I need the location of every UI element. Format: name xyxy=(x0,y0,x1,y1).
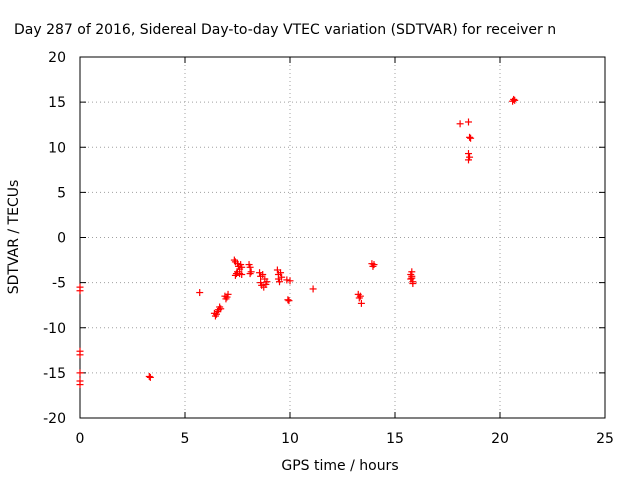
data-point xyxy=(465,118,472,126)
chart-title: Day 287 of 2016, Sidereal Day-to-day VTE… xyxy=(14,22,556,38)
x-axis-title: GPS time / hours xyxy=(281,458,398,474)
data-point xyxy=(286,277,294,285)
x-tick-labels: 0 5 10 15 20 25 xyxy=(76,431,614,447)
plot-frame xyxy=(79,56,606,419)
data-point xyxy=(263,278,271,286)
data-point xyxy=(256,269,264,277)
data-point xyxy=(76,351,84,359)
data-point xyxy=(217,305,225,313)
data-point xyxy=(276,278,283,286)
data-point xyxy=(285,297,293,305)
axis-ticks xyxy=(79,56,606,419)
data-point xyxy=(76,381,84,389)
data-point xyxy=(283,276,291,284)
x-tick-label: 20 xyxy=(491,431,509,447)
x-tick-label: 5 xyxy=(181,431,190,447)
x-tick-label: 10 xyxy=(281,431,299,447)
y-tick-label: -20 xyxy=(43,411,66,427)
data-points xyxy=(76,95,519,389)
y-tick-label: 15 xyxy=(48,95,66,111)
data-point xyxy=(278,273,286,281)
y-tick-label: 20 xyxy=(48,50,66,66)
y-tick-label: -5 xyxy=(52,276,66,292)
y-tick-label: 5 xyxy=(57,185,66,201)
data-point xyxy=(230,256,238,264)
data-point xyxy=(466,133,474,141)
data-point xyxy=(246,263,254,271)
data-point xyxy=(224,290,232,298)
y-tick-label: -10 xyxy=(43,321,66,337)
data-point xyxy=(238,271,246,279)
data-point xyxy=(409,280,417,288)
data-point xyxy=(465,156,472,164)
data-point xyxy=(284,296,292,304)
y-axis-title: SDTVAR / TECUs xyxy=(6,180,22,295)
y-tick-labels: -20 -15 -10 -5 0 5 10 15 20 xyxy=(43,50,66,427)
x-tick-label: 0 xyxy=(76,431,85,447)
data-point xyxy=(309,285,317,293)
y-tick-label: 10 xyxy=(48,140,66,156)
x-tick-label: 25 xyxy=(596,431,614,447)
data-point xyxy=(510,95,518,103)
data-point xyxy=(76,287,84,295)
data-point xyxy=(356,292,364,300)
y-tick-label: -15 xyxy=(43,366,66,382)
data-point xyxy=(76,369,84,377)
data-point xyxy=(465,150,472,158)
data-point xyxy=(246,270,254,278)
data-point xyxy=(456,120,464,128)
data-point xyxy=(277,269,285,277)
data-point xyxy=(467,134,475,142)
data-point xyxy=(238,263,246,271)
y-tick-label: 0 xyxy=(57,231,66,247)
data-point xyxy=(370,261,378,269)
x-tick-label: 15 xyxy=(386,431,404,447)
data-point xyxy=(511,96,519,104)
data-point xyxy=(408,274,416,282)
grid xyxy=(80,57,605,418)
data-point xyxy=(259,271,267,279)
data-point xyxy=(247,268,255,276)
data-point xyxy=(145,372,153,380)
data-point xyxy=(146,373,154,381)
data-point xyxy=(357,299,365,307)
data-point xyxy=(196,289,204,297)
